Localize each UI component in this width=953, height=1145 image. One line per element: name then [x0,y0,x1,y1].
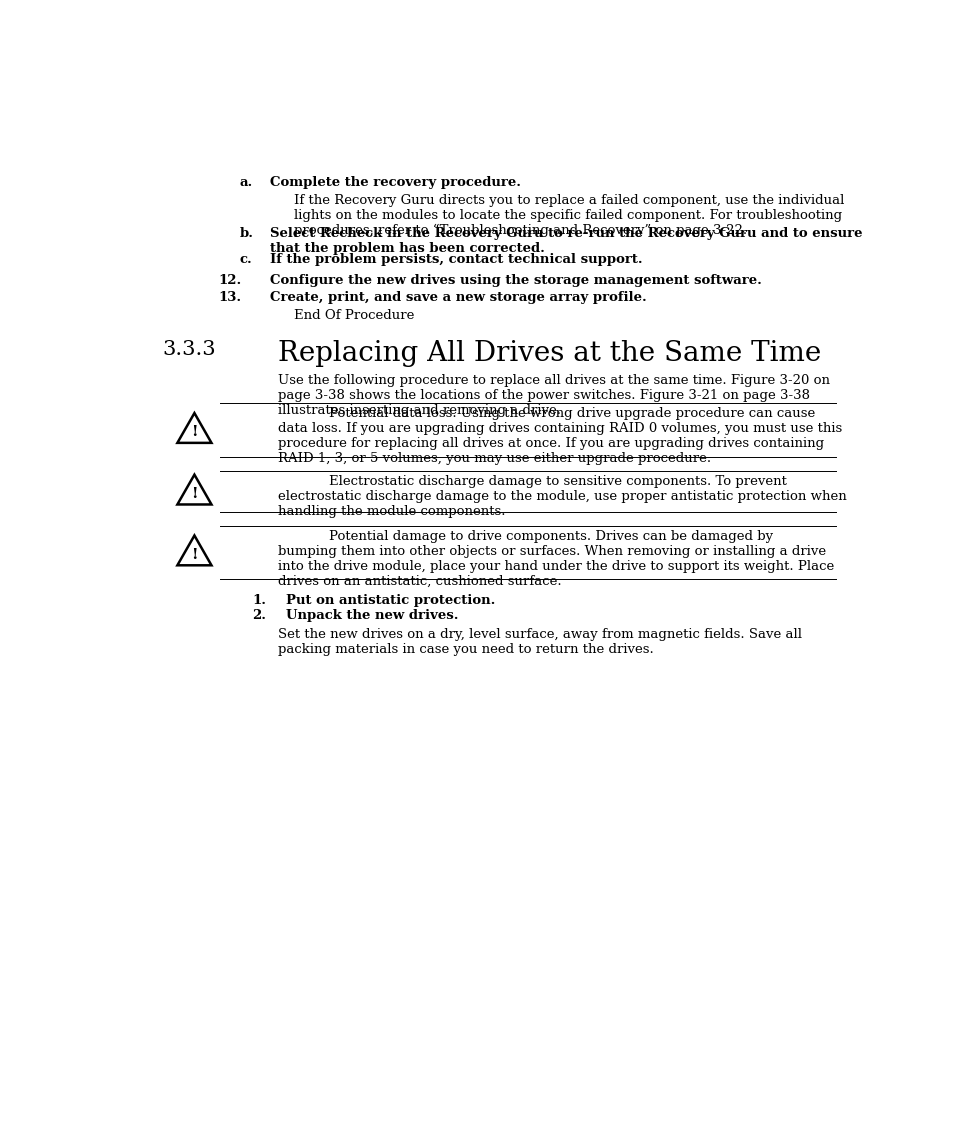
Text: Replacing All Drives at the Same Time: Replacing All Drives at the Same Time [278,340,821,366]
Text: Use the following procedure to replace all drives at the same time. Figure 3-20 : Use the following procedure to replace a… [278,373,829,417]
Text: !: ! [191,547,197,562]
Text: If the problem persists, contact technical support.: If the problem persists, contact technic… [270,253,642,266]
Text: 13.: 13. [218,291,241,305]
Text: 3.3.3: 3.3.3 [162,340,215,358]
Text: !: ! [191,425,197,440]
Text: Put on antistatic protection.: Put on antistatic protection. [286,594,495,607]
Text: If the Recovery Guru directs you to replace a failed component, use the individu: If the Recovery Guru directs you to repl… [294,194,843,237]
Text: Unpack the new drives.: Unpack the new drives. [286,609,457,623]
Text: !: ! [191,487,197,500]
Text: c.: c. [239,253,252,266]
Text: 1.: 1. [253,594,266,607]
Text: Complete the recovery procedure.: Complete the recovery procedure. [270,176,521,189]
Text: End Of Procedure: End Of Procedure [294,309,414,322]
Text: Configure the new drives using the storage management software.: Configure the new drives using the stora… [270,275,761,287]
Text: Set the new drives on a dry, level surface, away from magnetic fields. Save all
: Set the new drives on a dry, level surfa… [278,627,801,656]
Text: Potential data loss. Using the wrong drive upgrade procedure can cause
data loss: Potential data loss. Using the wrong dri… [278,406,841,465]
Text: Potential damage to drive components. Drives can be damaged by
bumping them into: Potential damage to drive components. Dr… [278,530,834,589]
Text: 2.: 2. [253,609,266,623]
Text: Electrostatic discharge damage to sensitive components. To prevent
electrostatic: Electrostatic discharge damage to sensit… [278,475,846,518]
Text: Select Recheck in the Recovery Guru to re-run the Recovery Guru and to ensure
th: Select Recheck in the Recovery Guru to r… [270,228,862,255]
Text: 12.: 12. [218,275,241,287]
Text: b.: b. [239,228,253,240]
Text: a.: a. [239,176,253,189]
Text: Create, print, and save a new storage array profile.: Create, print, and save a new storage ar… [270,291,646,305]
